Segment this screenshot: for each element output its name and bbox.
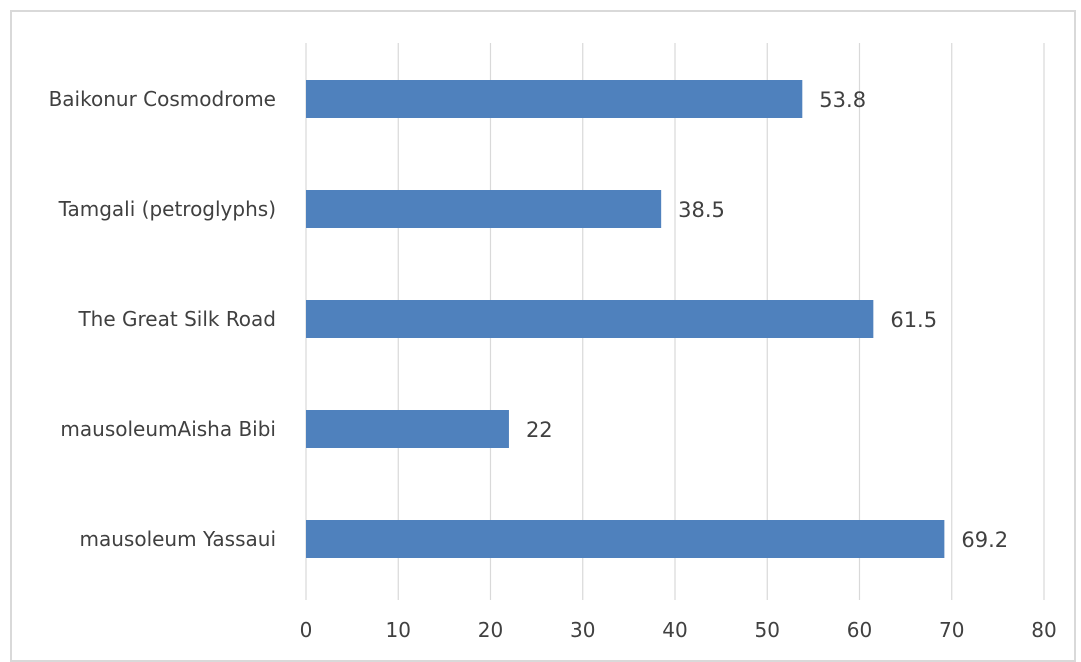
x-tick-label: 30 <box>570 618 595 642</box>
bar <box>306 520 945 558</box>
x-tick-label: 50 <box>755 618 780 642</box>
x-tick-label: 70 <box>939 618 964 642</box>
category-label: Tamgali (petroglyphs) <box>58 197 276 221</box>
value-labels: 53.8 38.5 61.5 22 69.2 <box>526 88 1008 552</box>
category-label: mausoleumAisha Bibi <box>60 417 276 441</box>
x-tick-label: 40 <box>662 618 687 642</box>
bar <box>306 300 874 338</box>
x-tick-label: 20 <box>478 618 503 642</box>
bar-value-label: 22 <box>526 418 553 442</box>
bars <box>306 80 945 558</box>
x-tick-label: 0 <box>300 618 313 642</box>
category-label: Baikonur Cosmodrome <box>49 87 276 111</box>
bar <box>306 410 509 448</box>
x-axis-ticks: 0 10 20 30 40 50 60 70 80 <box>300 618 1057 642</box>
bar-value-label: 61.5 <box>890 308 937 332</box>
bar-value-label: 69.2 <box>961 528 1008 552</box>
x-tick-label: 80 <box>1031 618 1056 642</box>
bar <box>306 190 662 228</box>
category-label: The Great Silk Road <box>77 307 276 331</box>
bar-value-label: 38.5 <box>678 198 725 222</box>
x-tick-label: 60 <box>847 618 872 642</box>
bar <box>306 80 803 118</box>
x-tick-label: 10 <box>386 618 411 642</box>
category-label: mausoleum Yassaui <box>80 527 277 551</box>
bar-value-label: 53.8 <box>819 88 866 112</box>
category-labels: Baikonur Cosmodrome Tamgali (petroglyphs)… <box>49 87 276 551</box>
